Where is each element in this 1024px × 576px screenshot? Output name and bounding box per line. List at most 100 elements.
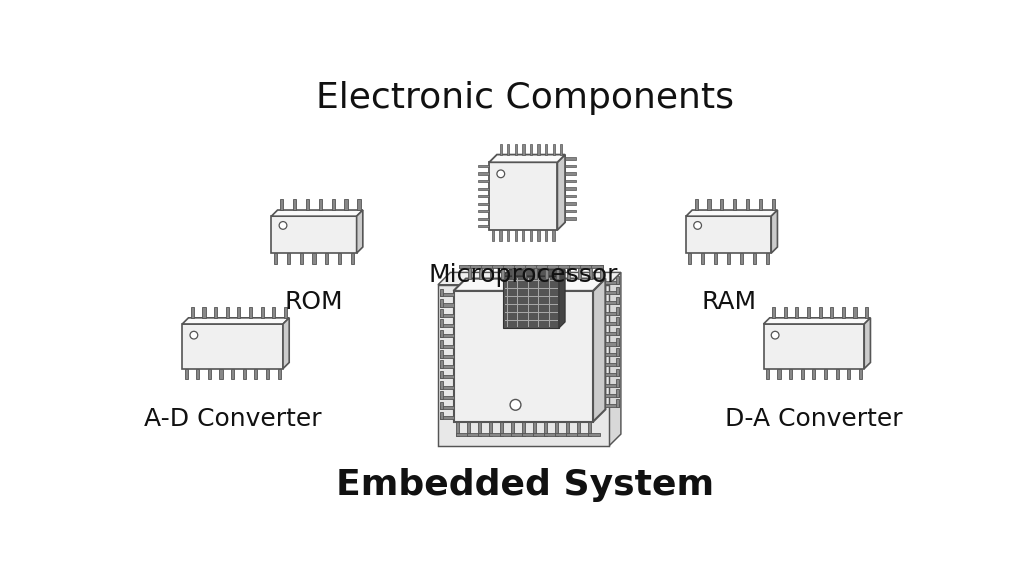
Bar <box>439 309 442 317</box>
Bar <box>203 307 206 318</box>
Bar <box>688 253 691 264</box>
Bar <box>529 144 532 154</box>
Bar <box>812 369 815 380</box>
Polygon shape <box>182 324 283 369</box>
Bar <box>616 379 620 386</box>
Polygon shape <box>771 210 777 253</box>
Bar <box>605 332 620 335</box>
Bar <box>568 265 581 268</box>
Bar <box>344 199 347 210</box>
Bar <box>468 265 471 279</box>
Polygon shape <box>503 270 565 276</box>
Bar <box>439 344 454 347</box>
Bar <box>577 422 580 435</box>
Bar <box>589 265 592 279</box>
Bar <box>565 202 575 204</box>
Polygon shape <box>764 324 864 369</box>
Bar <box>545 230 547 241</box>
Polygon shape <box>489 162 557 230</box>
Bar <box>479 265 482 279</box>
Bar <box>507 144 510 154</box>
Bar <box>439 391 442 399</box>
Bar <box>338 253 341 264</box>
Bar <box>565 180 575 182</box>
Bar <box>532 433 545 435</box>
Bar <box>538 144 540 154</box>
Bar <box>243 369 246 380</box>
Bar <box>616 338 620 346</box>
Bar <box>478 225 489 228</box>
Bar <box>772 307 775 318</box>
Bar <box>306 199 309 210</box>
Bar <box>777 369 780 380</box>
Bar <box>565 195 575 197</box>
Circle shape <box>771 331 779 339</box>
Bar <box>801 369 804 380</box>
Polygon shape <box>608 272 621 446</box>
Bar <box>456 422 459 435</box>
Bar <box>555 422 558 435</box>
Bar <box>439 365 454 368</box>
Bar <box>318 199 322 210</box>
Bar <box>231 369 234 380</box>
Polygon shape <box>557 154 565 230</box>
Bar <box>605 363 620 366</box>
Bar <box>694 199 697 210</box>
Bar <box>278 369 281 380</box>
Bar <box>565 172 575 175</box>
Bar <box>439 371 442 378</box>
Bar <box>714 253 717 264</box>
Bar <box>600 265 603 279</box>
Bar <box>214 307 217 318</box>
Bar <box>616 399 620 407</box>
Bar <box>783 307 786 318</box>
Bar <box>522 144 524 154</box>
Bar <box>478 188 489 190</box>
Bar <box>544 422 547 435</box>
Bar <box>521 422 525 435</box>
Bar <box>439 406 454 409</box>
Bar <box>521 433 535 435</box>
Polygon shape <box>864 318 870 369</box>
Bar <box>439 289 442 296</box>
Bar <box>616 389 620 397</box>
Bar <box>225 307 228 318</box>
Text: RAM: RAM <box>701 290 756 314</box>
Bar <box>616 348 620 356</box>
Text: Microprocessor: Microprocessor <box>428 263 618 287</box>
Bar <box>456 433 468 435</box>
Bar <box>588 433 600 435</box>
Bar <box>616 286 620 294</box>
Polygon shape <box>503 276 559 328</box>
Bar <box>478 422 481 435</box>
Bar <box>459 265 471 268</box>
Bar <box>492 265 504 268</box>
Polygon shape <box>686 210 777 216</box>
Bar <box>555 433 567 435</box>
Bar <box>478 180 489 183</box>
Bar <box>616 276 620 284</box>
Polygon shape <box>271 210 362 216</box>
Bar <box>478 203 489 205</box>
Bar <box>796 307 799 318</box>
Bar <box>842 307 845 318</box>
Bar <box>616 369 620 376</box>
Polygon shape <box>356 210 362 253</box>
Bar <box>478 210 489 213</box>
Bar <box>439 304 454 306</box>
Bar <box>847 369 850 380</box>
Bar <box>532 422 536 435</box>
Bar <box>565 422 568 435</box>
Bar <box>219 369 222 380</box>
Bar <box>565 165 575 167</box>
Bar <box>523 265 526 279</box>
Bar <box>577 433 589 435</box>
Bar <box>759 199 762 210</box>
Bar <box>478 172 489 175</box>
Bar <box>616 358 620 366</box>
Circle shape <box>693 222 701 229</box>
Bar <box>293 199 296 210</box>
Bar <box>824 369 827 380</box>
Bar <box>439 314 454 317</box>
Bar <box>766 369 769 380</box>
